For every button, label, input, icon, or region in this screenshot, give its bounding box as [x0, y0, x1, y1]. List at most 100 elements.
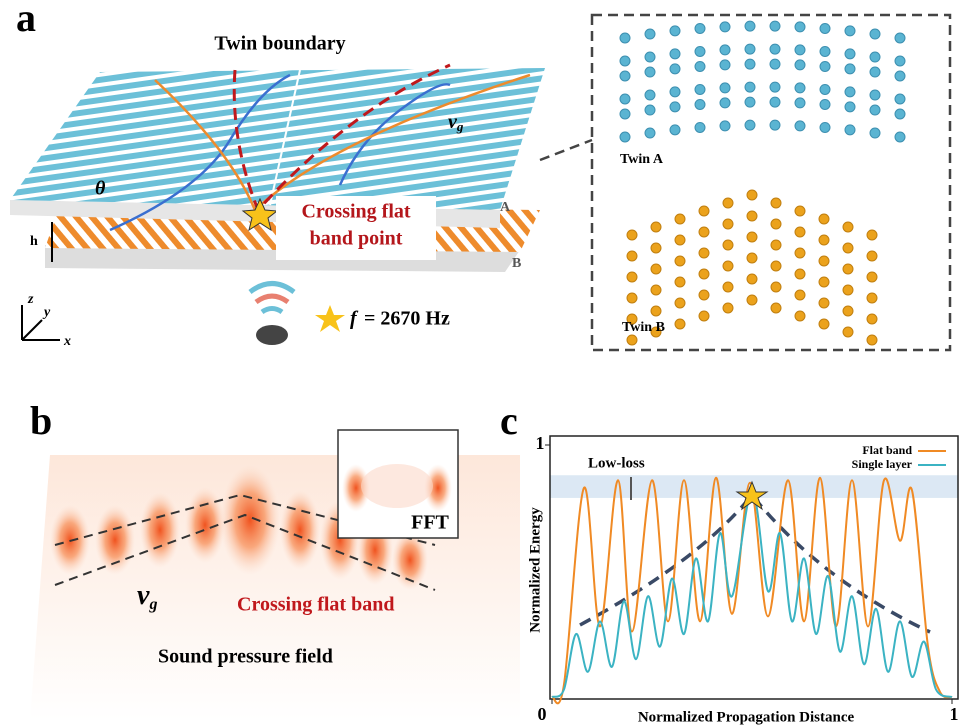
- axes-icon: [22, 305, 60, 340]
- atom-a: [670, 87, 680, 97]
- atom-a: [845, 64, 855, 74]
- atom-a: [895, 109, 905, 119]
- atom-a: [695, 122, 705, 132]
- atom-a: [820, 23, 830, 33]
- atom-b: [795, 290, 805, 300]
- atom-b: [651, 243, 661, 253]
- atom-a: [645, 90, 655, 100]
- atom-a: [845, 49, 855, 59]
- atom-b: [651, 264, 661, 274]
- atom-a: [820, 84, 830, 94]
- atom-b: [843, 243, 853, 253]
- atom-a: [845, 26, 855, 36]
- atom-a: [895, 71, 905, 81]
- atom-a: [870, 105, 880, 115]
- atom-b: [651, 306, 661, 316]
- atom-a: [745, 120, 755, 130]
- x-tick-label: 0: [538, 704, 547, 724]
- atom-a: [770, 120, 780, 130]
- atom-b: [867, 230, 877, 240]
- atom-a: [770, 97, 780, 107]
- atom-b: [795, 269, 805, 279]
- axis-label: z: [27, 292, 34, 307]
- atom-a: [670, 102, 680, 112]
- atom-b: [627, 251, 637, 261]
- figure: a Crossing flat band point Twin boundary…: [0, 0, 960, 728]
- atom-a: [645, 29, 655, 39]
- annotation: f: [350, 308, 359, 330]
- atom-a: [645, 67, 655, 77]
- x-axis-label: Normalized Propagation Distance: [638, 709, 855, 725]
- x-tick-label: 1: [950, 704, 959, 724]
- series-line: [552, 478, 952, 704]
- atom-a: [620, 33, 630, 43]
- atom-a: [645, 52, 655, 62]
- atom-b: [819, 319, 829, 329]
- atom-a: [795, 83, 805, 93]
- atom-a: [820, 61, 830, 71]
- atom-b: [651, 222, 661, 232]
- legend-label: Single layer: [852, 457, 913, 471]
- atom-b: [795, 227, 805, 237]
- atom-b: [771, 303, 781, 313]
- atom-b: [723, 240, 733, 250]
- atom-b: [771, 282, 781, 292]
- atom-b: [627, 230, 637, 240]
- atom-a: [695, 23, 705, 33]
- atom-a: [745, 59, 755, 69]
- atom-b: [819, 277, 829, 287]
- atom-b: [867, 335, 877, 345]
- atom-a: [845, 125, 855, 135]
- atom-b: [747, 211, 757, 221]
- atom-a: [695, 84, 705, 94]
- annotation: A: [500, 200, 511, 215]
- axis-label: y: [42, 305, 51, 320]
- atom-a: [720, 121, 730, 131]
- atom-b: [723, 282, 733, 292]
- atom-b: [651, 285, 661, 295]
- atom-a: [670, 125, 680, 135]
- legend-label: Flat band: [862, 443, 912, 457]
- annotation: Twin A: [620, 152, 664, 167]
- atom-a: [870, 29, 880, 39]
- atom-b: [819, 214, 829, 224]
- panel-label: b: [30, 398, 52, 443]
- y-axis-label: Normalized Energy: [527, 507, 543, 633]
- atom-b: [675, 214, 685, 224]
- atom-a: [795, 60, 805, 70]
- vg-sub: g: [148, 596, 157, 613]
- atom-b: [747, 253, 757, 263]
- atom-a: [620, 109, 630, 119]
- atom-a: [770, 21, 780, 31]
- panel-label: c: [500, 398, 518, 443]
- annotation: θ: [95, 178, 106, 200]
- atom-a: [670, 49, 680, 59]
- atom-a: [845, 87, 855, 97]
- atom-a: [620, 94, 630, 104]
- atom-b: [819, 256, 829, 266]
- atom-a: [770, 59, 780, 69]
- zoom-link: [540, 140, 592, 160]
- atom-b: [723, 261, 733, 271]
- chart: 011Normalized Propagation DistanceNormal…: [527, 433, 958, 725]
- atom-a: [720, 45, 730, 55]
- atom-b: [867, 251, 877, 261]
- atom-a: [795, 121, 805, 131]
- annotation: Twin B: [622, 320, 665, 335]
- atom-b: [819, 235, 829, 245]
- atom-a: [720, 83, 730, 93]
- atom-b: [627, 272, 637, 282]
- atom-b: [795, 311, 805, 321]
- annotation: Twin boundary: [214, 33, 345, 55]
- atom-b: [819, 298, 829, 308]
- atom-b: [699, 311, 709, 321]
- atom-a: [720, 98, 730, 108]
- atom-b: [627, 293, 637, 303]
- atom-b: [699, 290, 709, 300]
- annotation: B: [512, 256, 521, 271]
- atom-b: [747, 295, 757, 305]
- atom-a: [895, 33, 905, 43]
- atom-b: [675, 277, 685, 287]
- atom-b: [675, 319, 685, 329]
- atom-b: [747, 274, 757, 284]
